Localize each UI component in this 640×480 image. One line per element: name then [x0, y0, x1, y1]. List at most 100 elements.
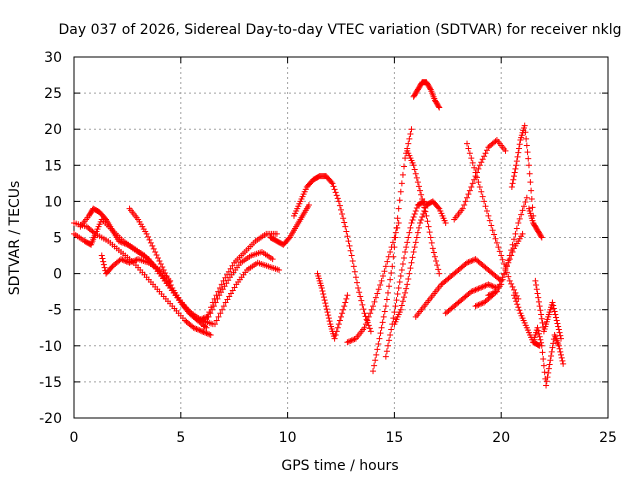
data-point — [558, 351, 565, 358]
data-point — [513, 225, 520, 232]
data-point — [371, 362, 378, 369]
data-point — [537, 307, 544, 314]
data-point — [342, 223, 349, 230]
data-point — [473, 174, 480, 181]
data-point — [427, 234, 434, 241]
data-point — [555, 323, 562, 330]
data-point — [336, 202, 343, 209]
data-point — [357, 293, 364, 300]
data-point — [465, 145, 472, 152]
data-point — [221, 283, 228, 290]
data-point — [210, 303, 217, 310]
data-point — [462, 198, 469, 205]
data-point — [434, 262, 441, 269]
y-tick-label: -15 — [39, 375, 62, 391]
data-point — [417, 220, 424, 227]
data-point — [414, 229, 421, 236]
data-point — [436, 104, 443, 111]
data-point — [419, 214, 426, 221]
data-point — [323, 303, 330, 310]
data-point — [387, 248, 394, 255]
data-point — [533, 286, 540, 293]
data-point — [512, 295, 519, 302]
data-point — [503, 263, 510, 270]
x-tick-label: 20 — [492, 430, 510, 446]
x-tick-label: 0 — [70, 430, 79, 446]
data-point — [485, 212, 492, 219]
data-point — [196, 316, 203, 323]
series-arc-28 — [525, 205, 545, 241]
y-tick-label: -20 — [39, 411, 62, 427]
data-point — [366, 325, 373, 332]
plot-frame — [73, 56, 609, 419]
data-point — [382, 263, 389, 270]
data-point — [205, 313, 212, 320]
data-point — [520, 203, 527, 210]
data-point — [502, 147, 509, 154]
data-point — [556, 329, 563, 336]
data-point — [526, 170, 533, 177]
data-point — [476, 162, 483, 169]
data-point — [485, 292, 492, 299]
data-point — [476, 285, 483, 292]
data-point — [320, 291, 327, 298]
y-tick-label: 10 — [44, 194, 62, 210]
data-point — [334, 195, 341, 202]
data-point — [537, 336, 544, 343]
data-point — [538, 339, 545, 346]
data-point — [560, 360, 567, 367]
data-point — [397, 188, 404, 195]
data-point — [512, 230, 519, 237]
data-point — [414, 179, 421, 186]
data-point — [421, 204, 428, 211]
data-point — [372, 294, 379, 301]
data-point — [508, 183, 515, 190]
data-point — [522, 199, 529, 206]
data-point — [342, 299, 349, 306]
data-point — [367, 328, 374, 335]
data-point — [475, 165, 482, 172]
data-point — [376, 335, 383, 342]
data-point — [322, 300, 329, 307]
data-point — [371, 298, 378, 305]
data-point — [117, 238, 124, 245]
data-point — [352, 274, 359, 281]
data-point — [539, 319, 546, 326]
data-point — [384, 258, 391, 265]
data-point — [377, 330, 384, 337]
data-point — [341, 219, 348, 226]
data-point — [331, 186, 338, 193]
data-point — [535, 330, 542, 337]
data-point — [410, 214, 417, 221]
data-point — [160, 266, 167, 273]
series-arc-11 — [314, 270, 351, 342]
data-point — [152, 248, 159, 255]
series-arc-27 — [532, 277, 565, 342]
data-point — [223, 280, 230, 287]
data-point — [516, 141, 523, 148]
data-point — [510, 176, 517, 183]
data-point — [130, 257, 137, 264]
data-point — [389, 263, 396, 270]
data-point — [502, 266, 509, 273]
data-point — [229, 262, 236, 269]
data-point — [344, 339, 351, 346]
data-point — [225, 277, 232, 284]
data-point — [413, 234, 420, 241]
data-point — [512, 165, 519, 172]
data-point — [548, 348, 555, 355]
data-point — [509, 248, 516, 255]
data-point — [539, 349, 546, 356]
data-point — [415, 183, 422, 190]
data-point — [122, 241, 129, 248]
data-point — [547, 357, 554, 364]
series-arc-12 — [344, 220, 402, 346]
data-point — [346, 242, 353, 249]
data-point — [207, 331, 214, 338]
data-point — [391, 244, 398, 251]
data-point — [505, 259, 512, 266]
data-point — [488, 291, 495, 298]
data-point — [354, 279, 361, 286]
data-point — [472, 303, 479, 310]
